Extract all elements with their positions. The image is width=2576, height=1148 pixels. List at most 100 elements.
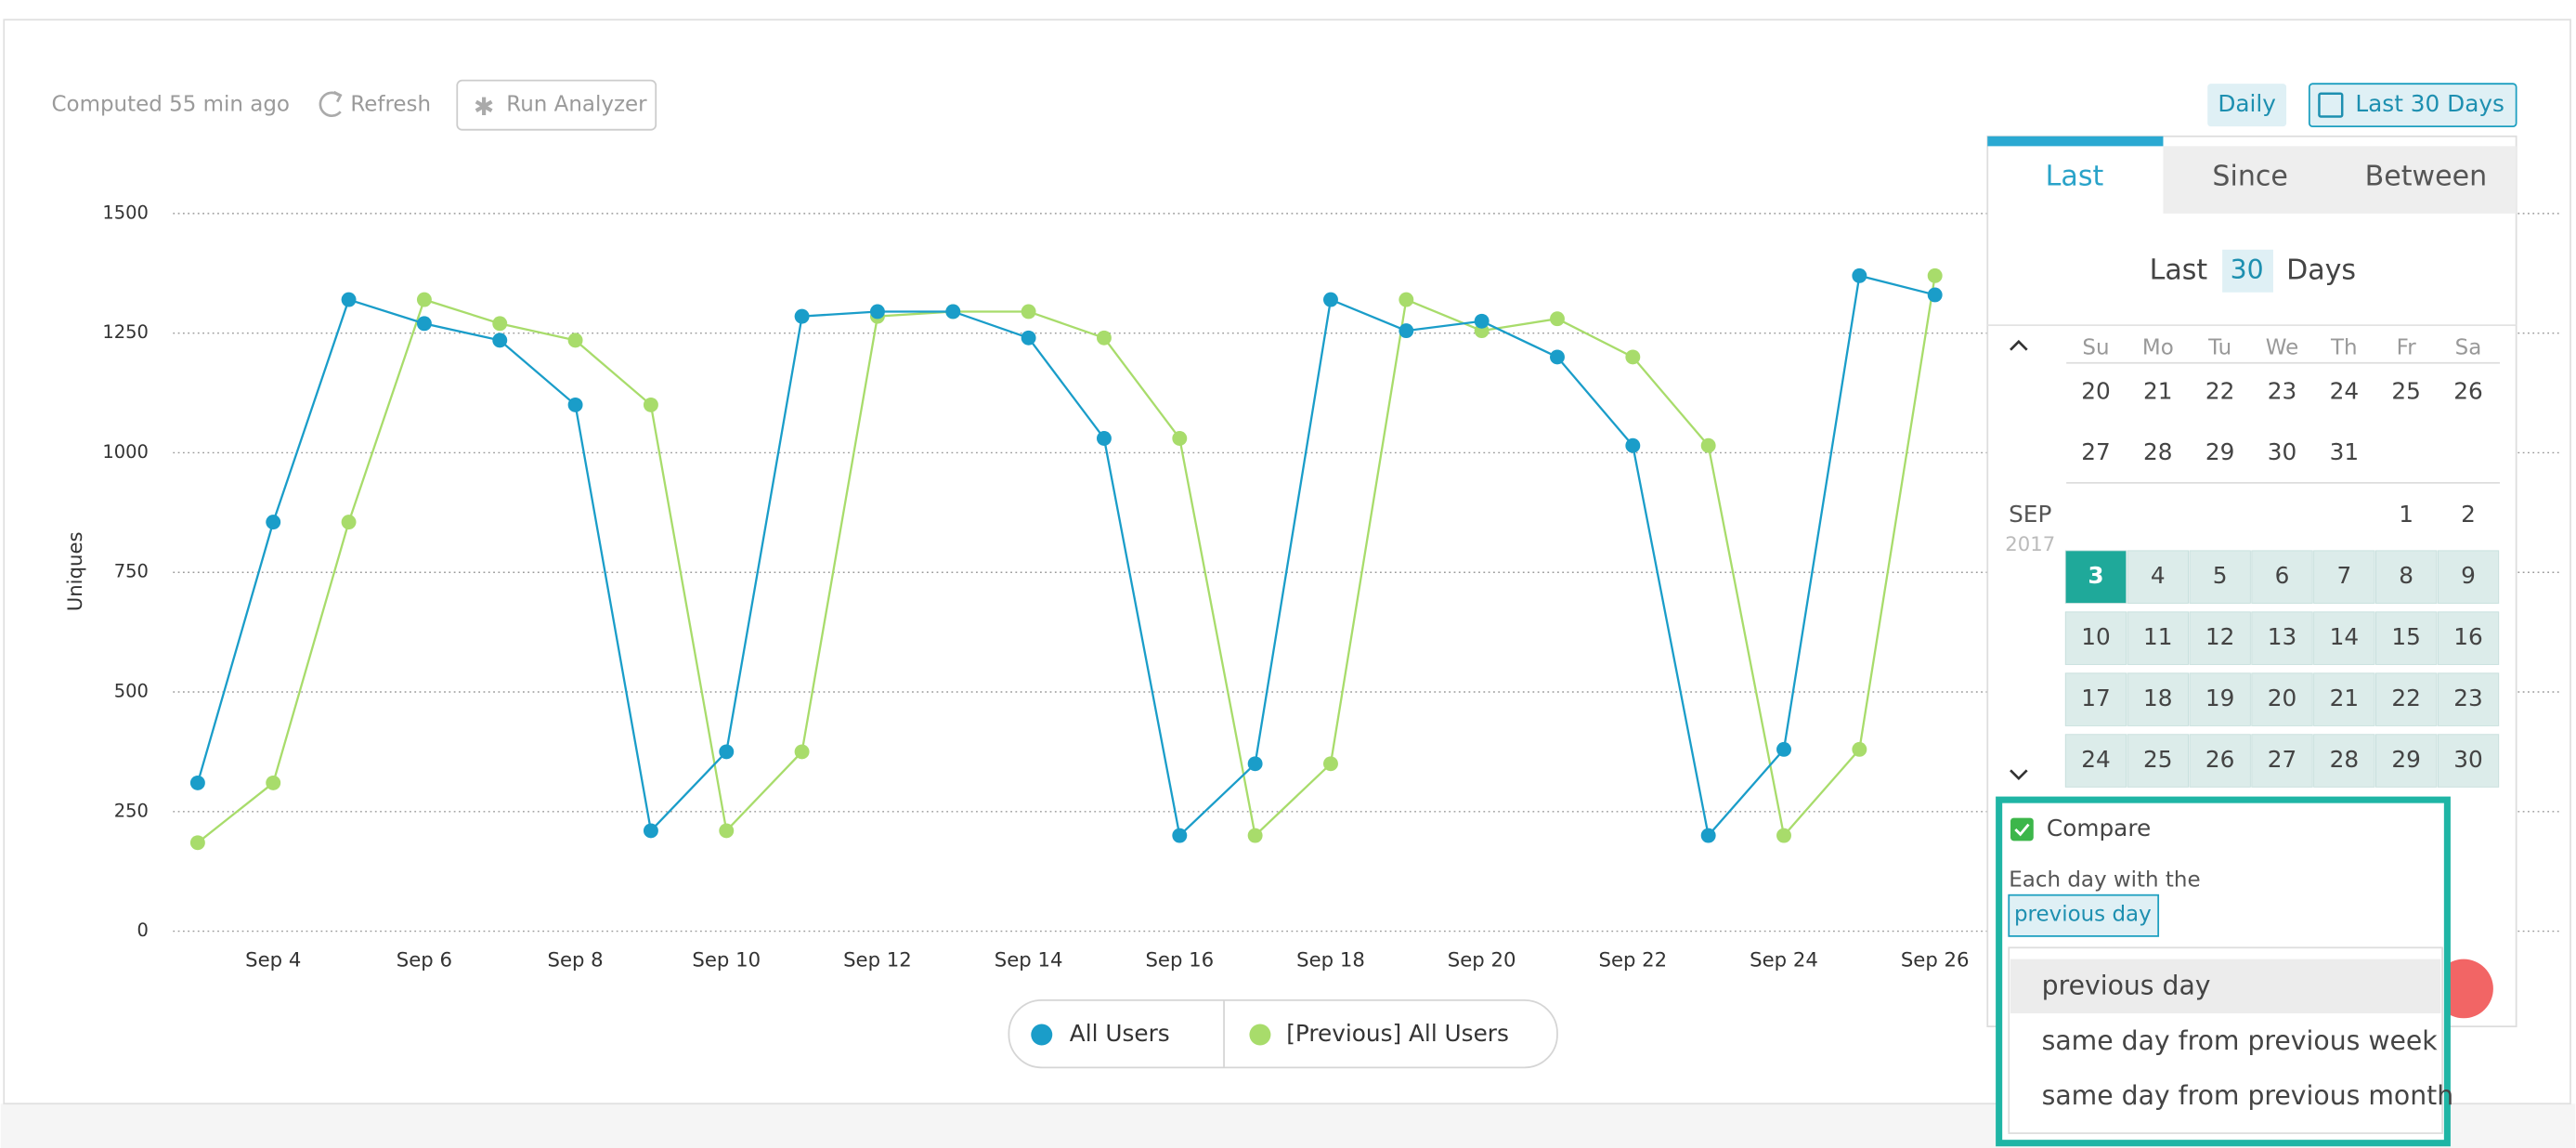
compare-selected[interactable]: previous day: [2014, 902, 2152, 926]
calendar-day[interactable]: 26: [2205, 746, 2235, 773]
legend-label[interactable]: All Users: [1070, 1020, 1170, 1047]
count-value[interactable]: 30: [2231, 254, 2264, 285]
calendar-day[interactable]: 23: [2453, 685, 2483, 711]
calendar-day[interactable]: 29: [2391, 746, 2421, 773]
calendar-day[interactable]: 9: [2461, 562, 2476, 589]
data-point[interactable]: [1247, 756, 1263, 772]
refresh-button[interactable]: Refresh: [350, 93, 431, 117]
calendar-day[interactable]: 14: [2330, 623, 2360, 650]
data-point[interactable]: [794, 744, 810, 760]
data-point[interactable]: [1625, 437, 1641, 453]
calendar-day[interactable]: 2: [2461, 501, 2476, 528]
picker-tab[interactable]: Since: [2212, 160, 2287, 192]
data-point[interactable]: [1852, 741, 1867, 757]
scroll-up[interactable]: [2010, 339, 2028, 351]
data-point[interactable]: [189, 835, 205, 851]
data-point[interactable]: [643, 823, 658, 839]
calendar-day[interactable]: 24: [2081, 746, 2111, 773]
calendar-day[interactable]: 15: [2391, 623, 2421, 650]
calendar-day[interactable]: 29: [2205, 438, 2235, 465]
interval-label[interactable]: Daily: [2218, 90, 2276, 117]
calendar-day[interactable]: 1: [2399, 501, 2413, 528]
calendar-day[interactable]: 12: [2205, 623, 2235, 650]
calendar-day[interactable]: 27: [2081, 438, 2111, 465]
calendar-day[interactable]: 27: [2268, 746, 2297, 773]
data-point[interactable]: [945, 304, 961, 320]
data-point[interactable]: [1172, 828, 1188, 843]
calendar-day[interactable]: 8: [2399, 562, 2413, 589]
data-point[interactable]: [1550, 349, 1565, 365]
calendar-day[interactable]: 11: [2143, 623, 2173, 650]
calendar-day[interactable]: 28: [2330, 746, 2360, 773]
data-point[interactable]: [1247, 828, 1263, 843]
calendar-day[interactable]: 3: [2088, 562, 2103, 589]
calendar-day[interactable]: 13: [2268, 623, 2297, 650]
calendar-day[interactable]: 21: [2143, 378, 2173, 405]
dropdown-option[interactable]: previous day: [2042, 971, 2211, 1001]
calendar-day[interactable]: 18: [2143, 685, 2173, 711]
data-point[interactable]: [341, 292, 357, 307]
data-point[interactable]: [719, 744, 735, 760]
compare-label[interactable]: Compare: [2047, 815, 2151, 841]
calendar-day[interactable]: 21: [2330, 685, 2360, 711]
data-point[interactable]: [1021, 304, 1036, 320]
data-point[interactable]: [719, 823, 735, 839]
calendar-day[interactable]: 17: [2081, 685, 2111, 711]
data-point[interactable]: [567, 397, 583, 412]
data-point[interactable]: [266, 515, 281, 530]
data-point[interactable]: [492, 333, 508, 348]
calendar-day[interactable]: 30: [2453, 746, 2483, 773]
data-point[interactable]: [567, 333, 583, 348]
data-point[interactable]: [492, 316, 508, 332]
calendar-day[interactable]: 31: [2330, 438, 2360, 465]
interval-button[interactable]: [2207, 84, 2287, 127]
calendar-day[interactable]: 23: [2268, 378, 2297, 405]
calendar-day[interactable]: 28: [2143, 438, 2173, 465]
calendar-day[interactable]: 4: [2151, 562, 2166, 589]
data-point[interactable]: [1323, 756, 1338, 772]
run-analyzer-label[interactable]: Run Analyzer: [506, 93, 647, 117]
calendar-day[interactable]: 16: [2453, 623, 2483, 650]
calendar-day[interactable]: 25: [2391, 378, 2421, 405]
legend-marker[interactable]: [1249, 1024, 1271, 1046]
picker-tab[interactable]: Between: [2365, 160, 2487, 192]
dropdown-option[interactable]: same day from previous month: [2042, 1080, 2454, 1111]
scroll-down[interactable]: [2010, 769, 2028, 781]
data-point[interactable]: [1776, 828, 1791, 843]
data-point[interactable]: [1097, 330, 1112, 346]
calendar-day[interactable]: 6: [2275, 562, 2290, 589]
data-point[interactable]: [1474, 313, 1490, 329]
dropdown-option[interactable]: same day from previous week: [2042, 1025, 2439, 1056]
calendar-day[interactable]: 30: [2268, 438, 2297, 465]
run-analyzer-button[interactable]: [456, 79, 657, 131]
calendar-day[interactable]: 7: [2336, 562, 2351, 589]
data-point[interactable]: [1323, 292, 1338, 307]
calendar-day[interactable]: 24: [2330, 378, 2360, 405]
data-point[interactable]: [643, 397, 658, 412]
range-label[interactable]: Last 30 Days: [2355, 90, 2504, 117]
data-point[interactable]: [189, 775, 205, 790]
calendar-day[interactable]: 20: [2268, 685, 2297, 711]
count-input[interactable]: [2222, 249, 2273, 293]
calendar-day[interactable]: 10: [2081, 623, 2111, 650]
data-point[interactable]: [1852, 267, 1867, 283]
data-point[interactable]: [1172, 431, 1188, 446]
calendar-day[interactable]: 20: [2081, 378, 2111, 405]
calendar-day[interactable]: 26: [2453, 378, 2483, 405]
calendar-day[interactable]: 19: [2205, 685, 2235, 711]
data-point[interactable]: [266, 775, 281, 790]
legend-label[interactable]: [Previous] All Users: [1286, 1020, 1509, 1047]
data-point[interactable]: [1399, 323, 1414, 339]
calendar-day[interactable]: 25: [2143, 746, 2173, 773]
legend-marker[interactable]: [1031, 1024, 1053, 1046]
data-point[interactable]: [1550, 311, 1565, 327]
data-point[interactable]: [1021, 330, 1036, 346]
calendar-day[interactable]: 22: [2391, 685, 2421, 711]
data-point[interactable]: [794, 308, 810, 324]
data-point[interactable]: [1399, 292, 1414, 307]
data-point[interactable]: [1097, 431, 1112, 446]
data-point[interactable]: [1927, 267, 1943, 283]
data-point[interactable]: [1625, 349, 1641, 365]
data-point[interactable]: [869, 304, 885, 320]
data-point[interactable]: [1700, 828, 1716, 843]
